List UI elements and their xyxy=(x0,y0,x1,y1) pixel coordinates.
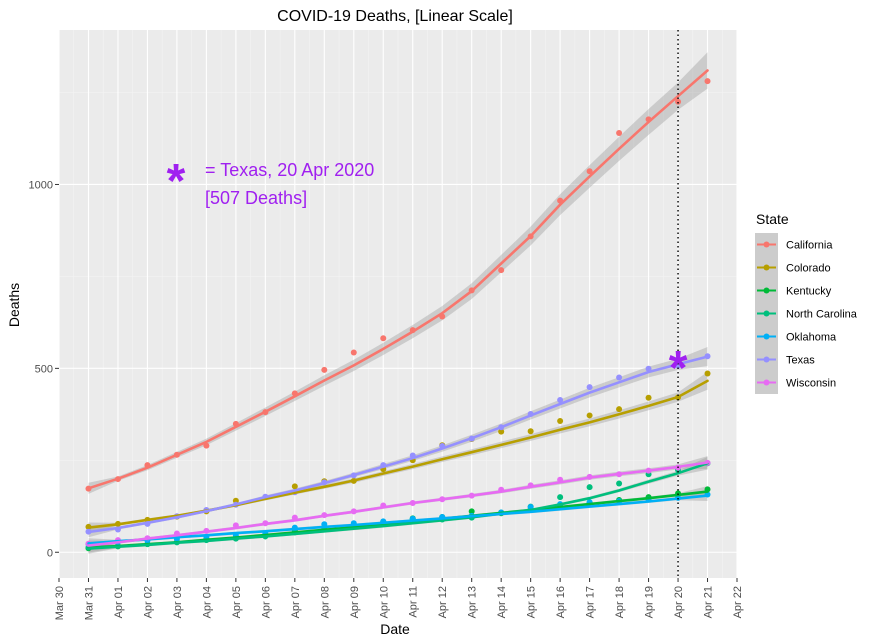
trend-lines xyxy=(87,69,709,550)
x-tick-label: Apr 16 xyxy=(555,586,567,618)
california-point xyxy=(586,168,593,175)
x-axis: Mar 30 Mar 31 Apr 01 Apr 02 Apr 03 Apr 04 Apr … xyxy=(54,578,744,620)
texas-point xyxy=(645,365,652,372)
annotation-star-icon: * xyxy=(167,155,186,208)
kentucky-point xyxy=(468,508,475,515)
legend: State California Colorado Kentucky North Ca… xyxy=(755,211,858,394)
x-axis-title: Date xyxy=(380,621,410,637)
colorado-point xyxy=(527,428,534,435)
x-tick-label: Apr 18 xyxy=(614,586,626,618)
legend-key-point-colorado xyxy=(763,264,770,271)
california-point xyxy=(380,335,387,342)
y-axis-title: Deaths xyxy=(6,283,22,327)
legend-label-wisconsin: Wisconsin xyxy=(786,378,836,390)
annotation-line2: [507 Deaths] xyxy=(205,188,307,208)
california-point xyxy=(203,442,210,449)
texas-point xyxy=(586,384,593,391)
legend-label-kentucky: Kentucky xyxy=(786,286,832,298)
texas-point xyxy=(557,396,564,403)
x-tick-label: Mar 30 xyxy=(54,586,66,620)
y-tick-label: 1000 xyxy=(29,179,53,191)
california-point xyxy=(350,349,357,356)
colorado-point xyxy=(557,417,564,424)
x-tick-label: Apr 03 xyxy=(172,586,184,618)
legend-key-point-north-carolina xyxy=(763,310,770,317)
x-tick-label: Apr 21 xyxy=(703,586,715,618)
x-tick-label: Apr 22 xyxy=(732,586,744,618)
legend-label-colorado: Colorado xyxy=(786,263,831,275)
legend-label-north-carolina: North Carolina xyxy=(786,309,858,321)
x-tick-label: Apr 15 xyxy=(526,586,538,618)
x-tick-label: Apr 20 xyxy=(673,586,685,618)
wisconsin-trend-line xyxy=(87,461,709,547)
oklahoma-trend-line xyxy=(87,494,709,545)
x-tick-label: Apr 14 xyxy=(496,586,508,618)
legend-title: State xyxy=(756,211,789,227)
annotation-line1: = Texas, 20 Apr 2020 xyxy=(205,160,374,180)
x-tick-label: Apr 07 xyxy=(290,586,302,618)
x-tick-label: Apr 08 xyxy=(319,586,331,618)
y-tick-label: 500 xyxy=(35,363,53,375)
x-tick-label: Apr 04 xyxy=(201,586,213,618)
colorado-point xyxy=(616,406,623,413)
legend-label-texas: Texas xyxy=(786,355,815,367)
colorado-point xyxy=(704,370,711,377)
x-tick-label: Apr 10 xyxy=(378,586,390,618)
legend-key-point-oklahoma xyxy=(763,333,770,340)
y-tick-label: 0 xyxy=(47,547,53,559)
california-point xyxy=(675,98,682,105)
x-tick-label: Apr 12 xyxy=(437,586,449,618)
annotation: * = Texas, 20 Apr 2020 [507 Deaths] xyxy=(167,155,375,208)
legend-label-california: California xyxy=(786,240,833,252)
texas-trend-line xyxy=(87,355,709,534)
north-carolina-point xyxy=(557,494,564,501)
x-tick-label: Apr 06 xyxy=(260,586,272,618)
california-point xyxy=(498,267,505,274)
colorado-point xyxy=(586,412,593,419)
x-tick-label: Mar 31 xyxy=(83,586,95,620)
california-point xyxy=(616,129,623,136)
x-tick-label: Apr 01 xyxy=(113,586,125,618)
x-tick-label: Apr 19 xyxy=(644,586,656,618)
legend-key-point-wisconsin xyxy=(763,379,770,386)
x-tick-label: Apr 05 xyxy=(231,586,243,618)
north-carolina-trend-line xyxy=(87,462,709,550)
north-carolina-point xyxy=(616,480,623,487)
oklahoma-ribbon xyxy=(88,490,708,549)
legend-key-point-kentucky xyxy=(763,287,770,294)
texas-point xyxy=(616,374,623,381)
texas-asterisk-icon: * xyxy=(669,342,688,395)
texas-marker: * xyxy=(669,342,688,395)
colorado-point xyxy=(645,394,652,401)
california-point xyxy=(321,366,328,373)
x-tick-label: Apr 02 xyxy=(142,586,154,618)
legend-label-oklahoma: Oklahoma xyxy=(786,332,837,344)
x-tick-label: Apr 17 xyxy=(585,586,597,618)
legend-key-point-california xyxy=(763,241,770,248)
colorado-point xyxy=(291,483,298,490)
x-tick-label: Apr 11 xyxy=(408,586,420,618)
y-axis: 0 500 1000 xyxy=(29,179,59,559)
california-trend-line xyxy=(87,69,709,490)
x-tick-label: Apr 09 xyxy=(349,586,361,618)
california-point xyxy=(704,78,711,85)
north-carolina-point xyxy=(586,484,593,491)
x-tick-label: Apr 13 xyxy=(467,586,479,618)
colorado-point xyxy=(498,428,505,435)
chart-title: COVID-19 Deaths, [Linear Scale] xyxy=(277,8,513,25)
legend-key-point-texas xyxy=(763,356,770,363)
